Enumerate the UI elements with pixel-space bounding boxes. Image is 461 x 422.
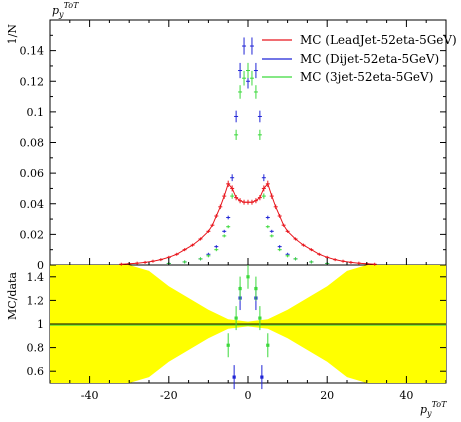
ratio-xlabel: pyToT [420,400,447,418]
ratio-ytick-label: 0.6 [27,365,45,378]
ratio-point [266,343,270,347]
legend-label-dijet: MC (Dijet-52eta-5GeV) [300,52,439,66]
xtick-label: 0 [245,389,252,402]
ratio-layer [50,264,446,390]
series-line-leadjet [121,182,375,265]
main-layer [119,37,377,266]
main-ytick-label: 0.1 [27,106,45,119]
xtick-label: 40 [399,389,413,402]
ratio-ytick-label: 1.2 [27,294,45,307]
ratio-point [238,287,242,291]
top-title: pyToT [52,1,79,19]
main-ytick-label: 0 [37,259,44,272]
ratio-point [234,316,238,320]
ratio-ytick-label: 1 [37,318,44,331]
ratio-ytick-label: 1.4 [27,271,45,284]
main-ylabel: 1/N [6,24,19,45]
ratio-point [260,375,264,379]
legend-label-leadjet: MC (LeadJet-52eta-5GeV) [300,33,457,47]
ratio-point [226,343,230,347]
main-ytick-label: 0.02 [20,228,45,241]
legend-label-3jet: MC (3jet-52eta-5GeV) [300,70,433,84]
ratio-point [232,375,236,379]
main-ytick-label: 0.08 [20,137,45,150]
ratio-point [246,275,250,279]
xtick-label: 20 [320,389,334,402]
ratio-ytick-label: 0.8 [27,342,45,355]
main-ytick-label: 0.14 [20,45,45,58]
legend: MC (LeadJet-52eta-5GeV) MC (Dijet-52eta-… [262,33,457,84]
ratio-point [258,316,262,320]
xtick-label: -20 [160,389,178,402]
axes-layer: 0 0.02 0.04 0.06 0.08 0.1 0.12 0.14 0.6 0.8 1 1.2 1.… [20,20,447,402]
ratio-point [254,287,258,291]
xtick-label: -40 [81,389,99,402]
ratio-ylabel: MC/data [6,272,19,320]
main-ytick-label: 0.06 [20,167,45,180]
main-ytick-label: 0.04 [20,198,45,211]
main-ytick-label: 0.12 [20,75,45,88]
